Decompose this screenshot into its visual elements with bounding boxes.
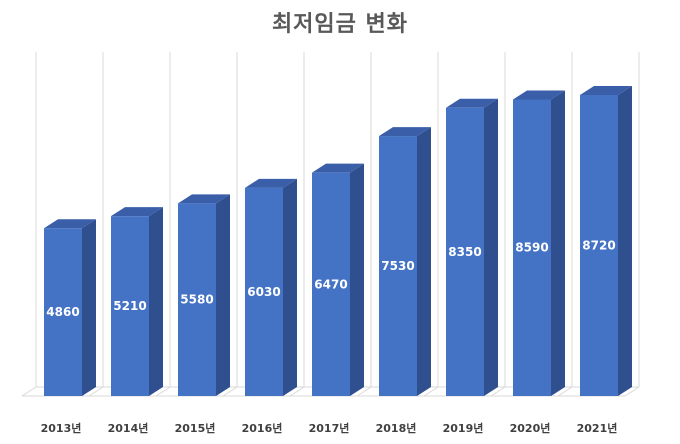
category-label: 2019년 — [443, 421, 484, 435]
bar — [513, 99, 551, 396]
bar-top — [111, 207, 163, 217]
bar-top — [44, 219, 96, 229]
bar-top — [178, 194, 230, 204]
data-label: 8720 — [582, 239, 615, 253]
category-label: 2020년 — [510, 421, 551, 435]
bar — [312, 172, 350, 396]
data-label: 6030 — [247, 285, 280, 299]
gridline — [155, 386, 171, 397]
data-label: 8350 — [448, 245, 481, 259]
data-label: 5580 — [180, 293, 213, 307]
data-label: 8590 — [515, 241, 548, 255]
bar-top — [312, 163, 364, 173]
bar — [580, 95, 618, 396]
gridline — [356, 386, 372, 397]
gridline — [222, 386, 238, 397]
bar-side — [82, 219, 96, 396]
data-label: 7530 — [381, 259, 414, 273]
gridline — [490, 386, 506, 397]
gridline — [21, 386, 37, 397]
gridline — [289, 386, 305, 397]
gridline — [557, 386, 573, 397]
bar-side — [216, 194, 230, 396]
data-label: 5210 — [113, 299, 146, 313]
bar-side — [350, 163, 364, 396]
category-label: 2021년 — [577, 421, 618, 435]
category-label: 2017년 — [309, 421, 350, 435]
bar-top — [580, 86, 632, 95]
bar-top — [446, 98, 498, 108]
chart-title: 최저임금 변화 — [271, 12, 409, 37]
bar — [379, 136, 417, 396]
data-label: 4860 — [46, 305, 79, 319]
category-label: 2016년 — [242, 421, 283, 435]
category-label: 2014년 — [108, 421, 149, 435]
bar-side — [618, 86, 632, 396]
bar-side — [484, 98, 498, 396]
bar-side — [551, 90, 565, 396]
category-label: 2018년 — [376, 421, 417, 435]
category-label: 2013년 — [41, 421, 82, 435]
bar — [111, 216, 149, 396]
bar — [178, 203, 216, 396]
bar-top — [245, 178, 297, 188]
data-label: 6470 — [314, 277, 347, 291]
bar-top — [379, 127, 431, 137]
gridline — [624, 386, 640, 397]
bar — [446, 107, 484, 396]
bar-side — [149, 207, 163, 396]
category-labels: 2013년 2014년 2015년 2016년 2017년 2018년 2019년 2020년… — [41, 421, 618, 435]
bars: 4860 5210 5580 6030 6470 7530 8350 8590 8720 — [44, 86, 632, 396]
gridline — [88, 386, 104, 397]
bar-top — [513, 90, 565, 100]
gridline — [423, 386, 439, 397]
bar-side — [417, 127, 431, 396]
bar — [245, 187, 283, 396]
category-label: 2015년 — [175, 421, 216, 435]
bar — [44, 228, 82, 396]
bar-side — [283, 178, 297, 396]
